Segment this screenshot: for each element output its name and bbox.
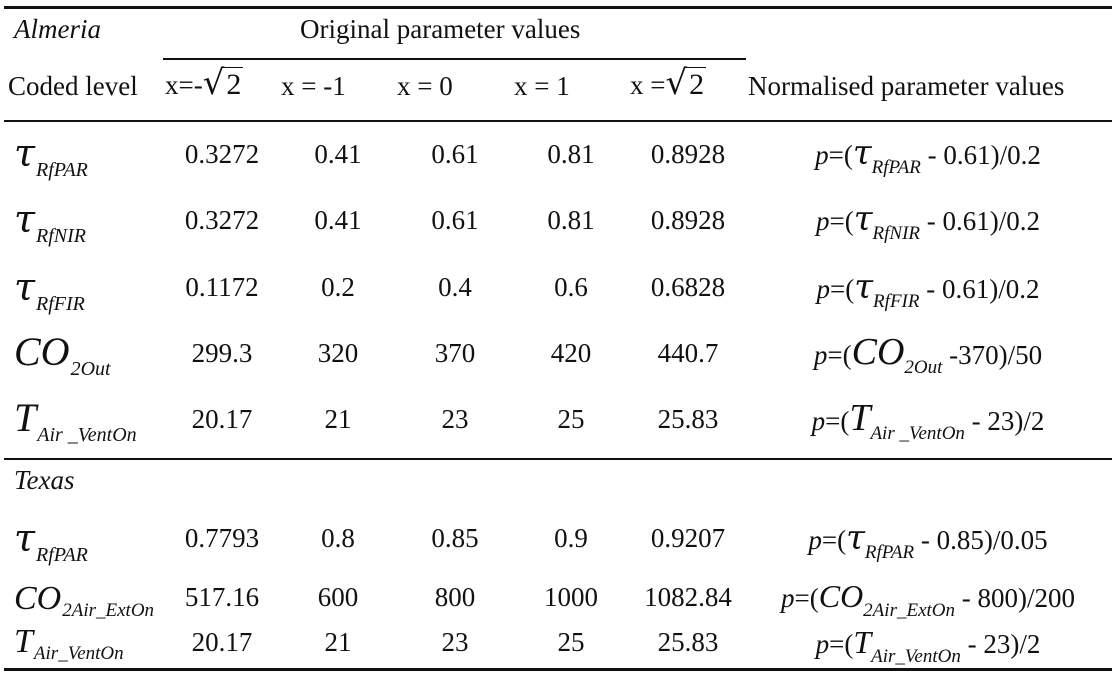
value-cell: 25 [557,404,585,434]
value-cell: 299.3 [191,338,253,368]
normalised-header: Normalised parameter values [748,71,1065,101]
normalisation-formula: p=(τRfNIR - 0.61)/0.2 [815,199,1041,244]
section-almeria: Almeria [14,14,101,44]
value-cell: 0.9 [554,523,588,553]
param-t-air-venton: TAir _VentOn [14,395,137,446]
normalisation-formula: p=(τRfPAR - 0.61)/0.2 [815,133,1041,178]
value-cell: 0.6828 [650,272,726,302]
value-cell: 0.8 [321,523,355,553]
value-cell: 517.16 [184,582,260,612]
value-cell: 0.41 [314,205,362,235]
level-label: x = [630,70,666,100]
header-rule [4,120,1112,122]
normalisation-formula: p=(CO2Out -370)/50 [813,331,1043,378]
group-rule [163,58,746,60]
value-cell: 0.9207 [650,523,726,553]
param-tau-rfpar: τRfPAR [14,131,88,181]
normalisation-formula: p=(TAir _VentOn - 23)/2 [811,397,1045,444]
level-plus-sqrt2: x =√2 [630,63,707,103]
value-cell: 0.7793 [184,523,260,553]
value-cell: 0.81 [547,139,595,169]
value-cell: 320 [317,338,359,368]
value-cell: 0.1172 [185,272,259,302]
normalisation-formula: p=(CO2Air_ExtOn - 800)/200 [781,578,1075,621]
normalisation-formula: p=(TAir_VentOn - 23)/2 [815,624,1041,667]
value-cell: 0.41 [314,139,362,169]
level-0: x = 0 [397,71,453,101]
value-cell: 25 [557,627,585,657]
top-rule [4,6,1112,9]
value-cell: 25.83 [657,627,719,657]
value-cell: 0.81 [547,205,595,235]
bottom-rule [4,668,1112,671]
value-cell: 370 [434,338,476,368]
value-cell: 20.17 [191,404,253,434]
param-t-air-venton: TAir_VentOn [14,623,124,664]
normalisation-formula: p=(τRfPAR - 0.85)/0.05 [808,518,1048,563]
value-cell: 420 [550,338,592,368]
level-minus-sqrt2: x=-√2 [165,63,244,103]
value-cell: 800 [434,582,476,612]
value-cell: 23 [441,404,469,434]
sqrt-symbol: √2 [202,63,244,103]
value-cell: 21 [324,627,352,657]
group-header: Original parameter values [300,14,581,44]
normalisation-formula: p=(τRfFIR - 0.61)/0.2 [816,267,1040,312]
value-cell: 1000 [544,582,598,612]
value-cell: 21 [324,404,352,434]
value-cell: 0.85 [431,523,479,553]
param-tau-rffir: τRfFIR [14,265,85,315]
value-cell: 0.3272 [184,139,260,169]
value-cell: 20.17 [191,627,253,657]
value-cell: 23 [441,627,469,657]
value-cell: 0.8928 [650,139,726,169]
sqrt-argument: 2 [687,67,707,101]
level-label: x=- [165,70,203,100]
value-cell: 0.6 [554,272,588,302]
value-cell: 600 [317,582,359,612]
section-texas: Texas [14,465,75,495]
param-tau-rfnir: τRfNIR [14,197,87,247]
sqrt-symbol: √2 [665,63,707,103]
value-cell: 25.83 [657,404,719,434]
value-cell: 0.61 [431,205,479,235]
param-tau-rfpar: τRfPAR [14,516,88,566]
value-cell: 0.3272 [184,205,260,235]
param-co2-air-exton: CO2Air_ExtOn [14,580,155,621]
value-cell: 440.7 [657,338,719,368]
value-cell: 1082.84 [644,582,732,612]
value-cell: 0.61 [431,139,479,169]
value-cell: 0.8928 [650,205,726,235]
value-cell: 0.4 [438,272,472,302]
section-rule [4,458,1112,460]
sqrt-argument: 2 [224,67,244,101]
level-minus-1: x = -1 [281,71,346,101]
value-cell: 0.2 [321,272,355,302]
param-co2-out: CO2Out [14,329,111,380]
coded-level-label: Coded level [8,71,138,101]
level-1: x = 1 [514,71,570,101]
